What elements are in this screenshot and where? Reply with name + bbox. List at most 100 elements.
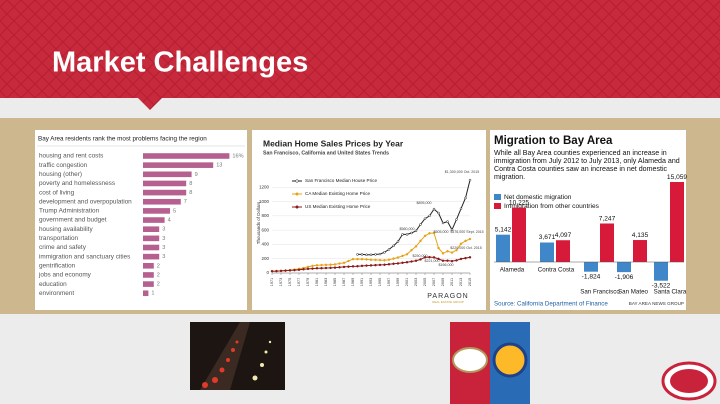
legend-marker: [295, 205, 299, 209]
legend-marker: [295, 192, 299, 196]
point: [333, 263, 337, 266]
x-tick-label: 1981: [315, 278, 319, 286]
x-tick-label: 1985: [333, 278, 337, 286]
point: [374, 263, 377, 267]
x-tick-label: 2001: [405, 278, 409, 286]
point: [464, 239, 467, 243]
x-tick-label: 1971: [270, 278, 274, 286]
point: [414, 245, 418, 248]
x-tick-label: 1991: [360, 278, 364, 286]
bar: [556, 240, 570, 262]
x-tick-label: 2007: [432, 278, 436, 286]
point: [410, 231, 413, 235]
point: [405, 253, 409, 256]
annotation: $166,000: [439, 263, 454, 267]
annotation: $1,300,000 Oct. 2015: [445, 170, 480, 174]
point: [401, 254, 404, 258]
point: [423, 234, 427, 238]
category-label: San Francisco: [580, 289, 620, 296]
point: [383, 259, 386, 262]
point: [428, 214, 431, 218]
credit: BAY AREA NEWS GROUP: [629, 301, 684, 306]
panel: [35, 130, 247, 310]
legend-swatch: [494, 203, 501, 209]
x-tick-label: 1983: [324, 278, 328, 286]
y-tick-label: 1200: [259, 184, 270, 189]
chart-subtitle: San Francisco, California and United Sta…: [263, 150, 389, 156]
point: [329, 266, 332, 270]
value-label: -1,824: [582, 273, 601, 280]
value-label: 3: [162, 227, 165, 233]
point: [320, 263, 323, 267]
point: [437, 257, 440, 261]
annotation: $895,000: [417, 201, 432, 205]
value-label: 7: [184, 199, 187, 205]
point: [387, 258, 391, 261]
bar: [540, 242, 554, 262]
point: [338, 262, 341, 265]
y-axis-label: Thousands of Dollars: [256, 201, 261, 244]
sf-logo-inner: [670, 369, 708, 393]
point: [450, 228, 454, 232]
x-tick-label: 2009: [441, 278, 445, 286]
bar: [143, 226, 160, 232]
point: [311, 264, 314, 268]
category-label: Alameda: [500, 267, 525, 274]
x-tick-label: 1997: [387, 278, 391, 286]
category-label: gentrification: [39, 262, 76, 269]
x-tick-label: 2005: [423, 278, 427, 286]
point: [441, 259, 445, 262]
value-label: 3: [162, 245, 165, 251]
point: [428, 255, 431, 259]
category-label: housing and rent costs: [39, 153, 103, 160]
point: [441, 221, 445, 225]
point: [419, 223, 422, 226]
point: [288, 269, 292, 272]
bar: [143, 153, 230, 159]
point: [414, 229, 418, 233]
bar: [512, 207, 526, 262]
legend-label: Immigration from other countries: [504, 203, 600, 210]
y-tick-label: 200: [261, 256, 269, 261]
bar: [617, 262, 631, 273]
point: [396, 240, 400, 243]
point: [405, 233, 409, 236]
category-label: crime and safety: [39, 244, 87, 251]
point: [437, 211, 440, 215]
bar: [143, 253, 160, 260]
value-label: 8: [189, 190, 192, 196]
bar: [654, 262, 668, 281]
chart-title: Median Home Sales Prices by Year: [263, 138, 404, 148]
point: [437, 246, 440, 250]
chart-subtitle: While all Bay Area counties experienced …: [494, 149, 680, 181]
team-logos: [450, 322, 530, 404]
point: [450, 251, 454, 254]
y-tick-label: 0: [266, 270, 269, 275]
point: [414, 259, 418, 262]
value-label: 2: [157, 263, 160, 269]
point: [432, 231, 436, 235]
point: [441, 252, 445, 255]
slide-title: Market Challenges: [52, 47, 308, 79]
point: [423, 217, 427, 220]
point: [369, 253, 373, 257]
x-tick-label: 1993: [369, 278, 373, 286]
point: [419, 239, 422, 243]
category-label: traffic congestion: [39, 162, 88, 169]
bar: [584, 262, 598, 272]
bar: [143, 217, 165, 223]
bar: [143, 171, 192, 178]
point: [446, 220, 449, 223]
point: [356, 264, 359, 268]
point: [374, 258, 377, 262]
category-label: jobs and economy: [38, 272, 92, 279]
point: [432, 256, 436, 259]
point: [320, 266, 323, 270]
x-tick-label: 1987: [342, 278, 346, 286]
category-label: San Mateo: [618, 289, 648, 296]
traffic-photo: [190, 322, 285, 390]
value-label: 15,059: [667, 174, 688, 181]
legend-label: Net domestic migration: [504, 194, 572, 201]
bar: [143, 208, 170, 214]
